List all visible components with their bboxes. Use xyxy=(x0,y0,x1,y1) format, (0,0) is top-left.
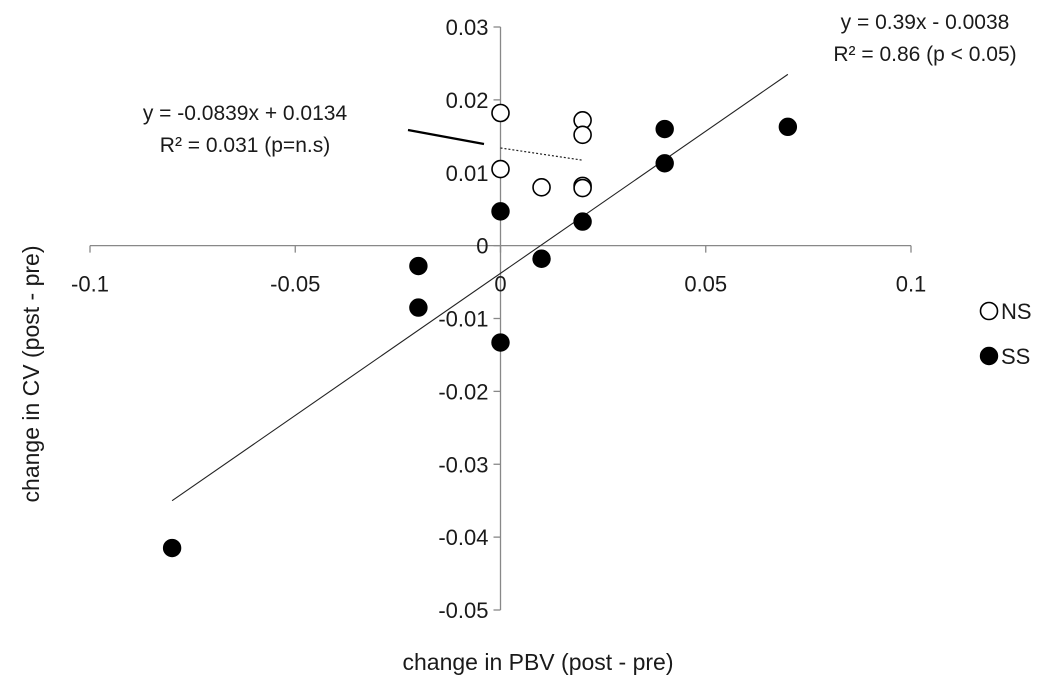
y-tick-label: 0.02 xyxy=(446,88,489,113)
y-axis-title: change in CV (post - pre) xyxy=(18,246,44,503)
x-tick-label: -0.05 xyxy=(270,272,320,297)
point-ss xyxy=(778,117,798,137)
ss-trend-equation: y = 0.39x - 0.0038 xyxy=(841,11,1010,34)
ns-trend-r2: R² = 0.031 (p=n.s) xyxy=(160,134,330,157)
trendline-ns xyxy=(500,147,583,161)
point-ns xyxy=(491,103,510,123)
y-tick-label: -0.05 xyxy=(438,598,488,623)
ns-annotation-key-line xyxy=(407,128,485,146)
y-tick-label: -0.03 xyxy=(438,452,488,477)
legend: NS SS xyxy=(979,299,1032,369)
ns-trend-equation: y = -0.0839x + 0.0134 xyxy=(143,102,348,125)
y-tick-label: 0 xyxy=(476,234,488,259)
point-ss xyxy=(491,202,510,221)
legend-label-ns: NS xyxy=(1001,299,1032,324)
point-ns xyxy=(491,159,510,179)
y-ticks: -0.05 -0.04 -0.03 -0.02 -0.01 0 0.01 0.02 0.03 xyxy=(438,15,501,623)
x-tick-label: 0 xyxy=(494,272,506,297)
x-tick-label: 0.05 xyxy=(684,272,727,297)
point-ss xyxy=(162,538,182,558)
point-ss xyxy=(409,298,428,317)
y-tick-label: -0.01 xyxy=(438,307,488,332)
point-ss xyxy=(655,154,674,173)
x-tick-label: -0.1 xyxy=(71,272,109,297)
legend-label-ss: SS xyxy=(1001,344,1030,369)
data-points xyxy=(162,103,798,558)
point-ns xyxy=(573,178,592,198)
y-tick-label: -0.02 xyxy=(438,379,488,404)
point-ns xyxy=(532,178,551,197)
y-tick-label: -0.04 xyxy=(438,525,488,550)
point-ss xyxy=(573,212,592,231)
y-tick-label: 0.03 xyxy=(446,15,489,40)
point-ss xyxy=(491,333,510,352)
point-ss xyxy=(532,249,551,268)
trendline-ss xyxy=(171,73,789,502)
point-ss xyxy=(409,256,428,276)
x-axis-title: change in PBV (post - pre) xyxy=(402,649,673,675)
legend-marker-ns xyxy=(979,301,999,321)
x-ticks: -0.1 -0.05 0 0.05 0.1 xyxy=(71,245,927,297)
trendlines xyxy=(171,73,789,502)
point-ss xyxy=(655,119,674,139)
legend-marker-ss xyxy=(979,346,999,366)
x-tick-label: 0.1 xyxy=(896,272,927,297)
point-ns xyxy=(573,125,592,145)
y-tick-label: 0.01 xyxy=(446,161,489,186)
ss-trend-r2: R² = 0.86 (p < 0.05) xyxy=(833,43,1016,66)
